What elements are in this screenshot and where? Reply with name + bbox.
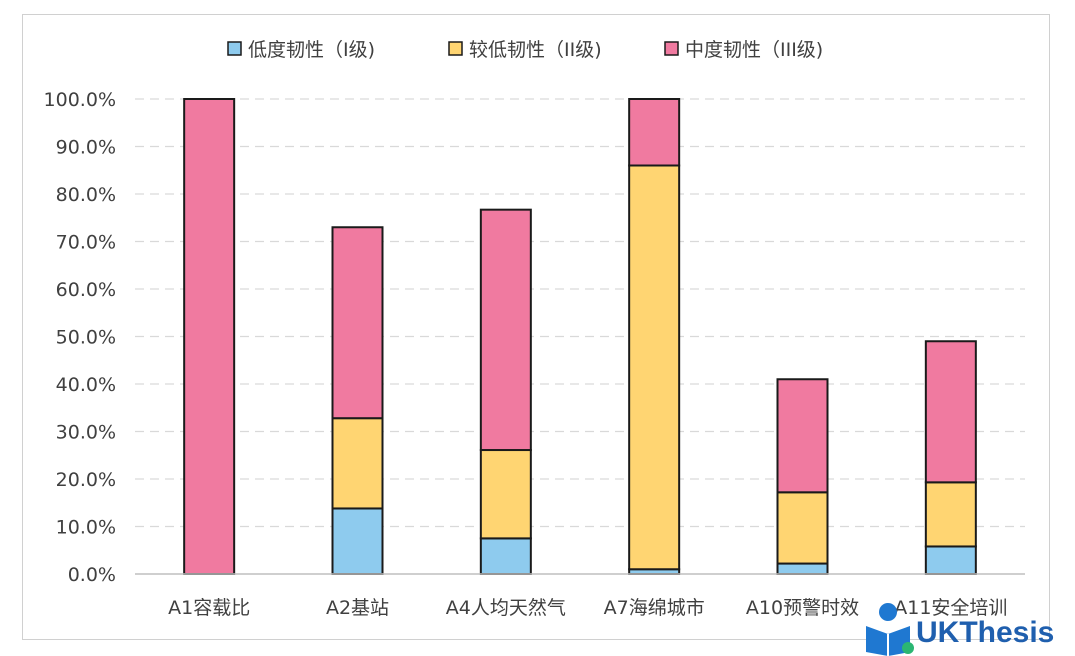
y-tick-label: 90.0% — [56, 137, 116, 159]
y-tick-label: 20.0% — [56, 469, 116, 491]
bar-segment — [924, 340, 977, 484]
bar-segment — [776, 378, 829, 494]
watermark-logo: UKThesis — [866, 603, 1054, 656]
bar-segment — [331, 417, 384, 510]
y-tick-label: 0.0% — [68, 564, 116, 586]
x-category-label: A2基站 — [326, 597, 389, 619]
bar-segment — [331, 226, 384, 420]
legend-swatch — [448, 41, 463, 56]
watermark-text: UKThesis — [916, 616, 1054, 649]
legend: 低度韧性（I级) 较低韧性（II级) 中度韧性（III级) — [227, 39, 823, 61]
legend-label: 中度韧性（III级) — [685, 39, 823, 61]
bar-segment — [183, 98, 236, 575]
x-category-label: A11安全培训 — [894, 597, 1007, 619]
y-tick-label: 60.0% — [56, 279, 116, 301]
watermark-person-icon — [879, 603, 897, 621]
bar-segment — [479, 208, 532, 452]
y-tick-label: 80.0% — [56, 184, 116, 206]
x-axis-categories: A1容载比 A2基站 A4人均天然气 A7海绵城市 A10预警时效 A11安全培训 — [168, 597, 1007, 619]
legend-swatch — [227, 41, 242, 56]
legend-label: 低度韧性（I级) — [248, 39, 375, 61]
bar-segment — [331, 507, 384, 576]
bar-segment — [924, 545, 977, 576]
y-tick-label: 40.0% — [56, 374, 116, 396]
x-category-label: A10预警时效 — [746, 597, 859, 619]
bar-segment — [776, 562, 829, 575]
bar-segment — [479, 449, 532, 540]
legend-swatch — [664, 41, 679, 56]
y-axis-ticks: 0.0% 10.0% 20.0% 30.0% 40.0% 50.0% 60.0% 70.0% 8… — [44, 89, 116, 586]
y-tick-label: 70.0% — [56, 232, 116, 254]
y-tick-label: 100.0% — [44, 89, 116, 111]
y-tick-label: 50.0% — [56, 327, 116, 349]
x-category-label: A7海绵城市 — [604, 597, 705, 619]
gridlines — [135, 98, 1025, 528]
bar-segment — [924, 481, 977, 548]
bar-segment — [479, 537, 532, 575]
bar-segment — [628, 98, 681, 167]
y-tick-label: 10.0% — [56, 517, 116, 539]
bars — [183, 98, 977, 576]
x-category-label: A1容载比 — [168, 597, 250, 619]
x-category-label: A4人均天然气 — [446, 597, 566, 619]
bar-segment — [628, 164, 681, 571]
legend-label: 较低韧性（II级) — [469, 39, 602, 61]
bar-segment — [776, 491, 829, 565]
y-tick-label: 30.0% — [56, 422, 116, 444]
